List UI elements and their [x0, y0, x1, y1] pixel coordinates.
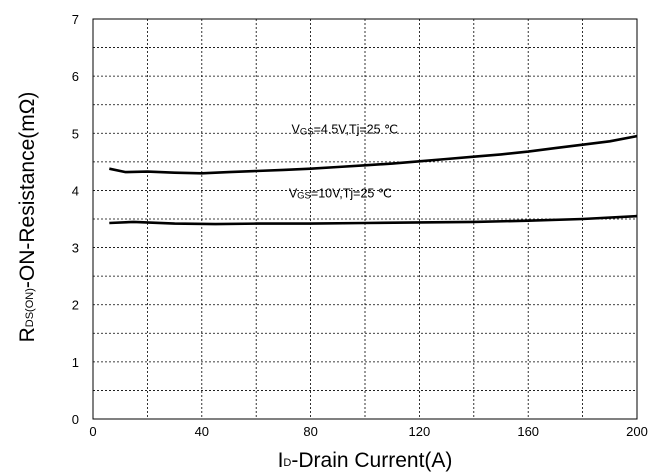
y-axis-label: RDS(ON)-ON-Resistance(mΩ) — [16, 92, 39, 343]
y-tick-label: 6 — [72, 69, 79, 84]
x-tick-label: 120 — [409, 424, 431, 439]
y-tick-label: 2 — [72, 298, 79, 313]
y-tick-label: 5 — [72, 126, 79, 141]
y-tick-label: 3 — [72, 241, 79, 256]
series-annotation-1: VGS=4.5V,Tj=25 ℃ — [292, 122, 399, 137]
x-tick-label: 0 — [89, 424, 96, 439]
x-tick-label: 160 — [517, 424, 539, 439]
tick-labels: 0 40 80 120 160 200 0 1 2 3 4 5 6 7 — [72, 12, 648, 439]
x-tick-label: 80 — [303, 424, 317, 439]
series-layer — [109, 134, 638, 226]
x-tick-label: 200 — [626, 424, 648, 439]
y-tick-label: 1 — [72, 355, 79, 370]
series-line-1 — [109, 134, 638, 175]
y-tick-label: 7 — [72, 12, 79, 27]
annotations: VGS=4.5V,Tj=25 ℃ VGS=10V,Tj=25 ℃ — [289, 122, 398, 201]
y-tick-label: 4 — [72, 183, 79, 198]
x-axis-label: ID-Drain Current(A) — [278, 449, 453, 472]
y-tick-label: 0 — [72, 412, 79, 427]
plot-frame — [92, 18, 638, 420]
series-line-2 — [109, 214, 638, 226]
x-tick-label: 40 — [195, 424, 209, 439]
series-annotation-2: VGS=10V,Tj=25 ℃ — [289, 186, 392, 201]
